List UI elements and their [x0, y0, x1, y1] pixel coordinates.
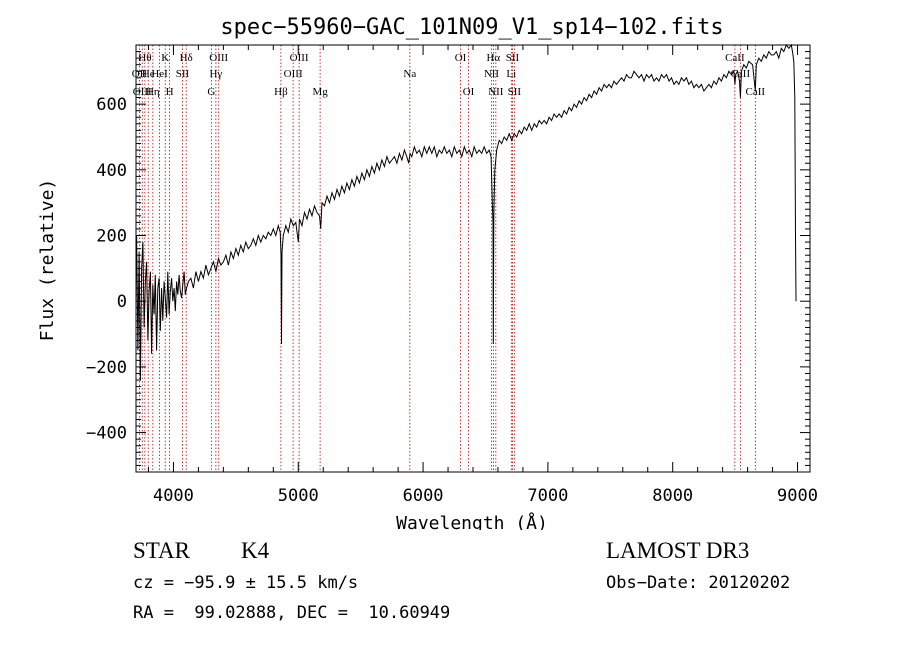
- line-label: CaII: [746, 86, 766, 98]
- line-label: OIII: [133, 86, 152, 98]
- line-label: NII: [488, 86, 504, 98]
- line-label: SII: [508, 86, 522, 98]
- line-label: OIII: [290, 52, 309, 64]
- ra-dec-coordinates: RA = 99.02888, DEC = 10.60949: [133, 603, 451, 623]
- line-label: OIII: [284, 68, 303, 80]
- y-axis-label: Flux (relative): [37, 179, 58, 342]
- line-label: OIII: [209, 52, 228, 64]
- spectral-line-labels: OIIOIIIHθHeHηHeIKHSIIHδGHγOIIIHβOIIIOIII…: [132, 52, 766, 98]
- object-subclass: K4: [241, 538, 270, 563]
- y-tick-label: −400: [86, 424, 127, 444]
- y-tick-label: 200: [96, 227, 127, 247]
- line-label: Mg: [312, 86, 328, 98]
- y-tick-label: 600: [96, 95, 127, 115]
- line-label: H: [166, 86, 174, 98]
- line-label: Hη: [146, 86, 160, 98]
- x-tick-label: 8000: [652, 486, 693, 506]
- x-tick-label: 5000: [278, 486, 319, 506]
- line-label: OI: [455, 52, 467, 64]
- y-tick-label: −200: [86, 358, 127, 378]
- line-label: G: [207, 86, 215, 98]
- axis-ticks: 4000 5000 6000 7000 8000 9000 −400 −200 0 200 400 6…: [86, 45, 818, 506]
- redshift-cz: cz = −95.9 ± 15.5 km/s: [133, 573, 359, 593]
- spectrum-series-line: [136, 43, 797, 381]
- line-label: SII: [506, 52, 520, 64]
- line-label: Li: [506, 68, 516, 80]
- spectral-line-markers: [138, 45, 756, 472]
- line-label: Na: [403, 68, 416, 80]
- line-label: HeI: [151, 68, 168, 80]
- line-label: Hδ: [180, 52, 193, 64]
- line-label: He: [142, 68, 155, 80]
- object-class: STAR: [133, 538, 190, 563]
- chart-title: spec−55960−GAC_101N09_V1_sp14−102.fits: [220, 15, 723, 40]
- observation-date: Obs−Date: 20120202: [606, 573, 791, 593]
- y-tick-label: 400: [96, 161, 127, 181]
- spectrum-chart: spec−55960−GAC_101N09_V1_sp14−102.fits O…: [37, 15, 818, 530]
- plot-frame: [135, 44, 811, 473]
- x-axis-label: Wavelength (Å): [396, 512, 548, 530]
- line-label: Hβ: [274, 86, 288, 98]
- line-label: Hθ: [138, 52, 151, 64]
- line-label: CaII: [731, 68, 751, 80]
- line-label: OI: [463, 86, 475, 98]
- line-label: NII: [484, 68, 500, 80]
- line-label: Hγ: [209, 68, 222, 80]
- x-tick-label: 9000: [777, 486, 818, 506]
- y-tick-label: 0: [117, 292, 127, 312]
- x-tick-label: 4000: [153, 486, 194, 506]
- line-label: CaII: [725, 52, 745, 64]
- survey-name: LAMOST DR3: [606, 538, 750, 563]
- line-label: SII: [176, 68, 190, 80]
- line-label: K: [161, 52, 169, 64]
- x-tick-label: 7000: [527, 486, 568, 506]
- x-tick-label: 6000: [403, 486, 444, 506]
- line-label: Hα: [486, 52, 500, 64]
